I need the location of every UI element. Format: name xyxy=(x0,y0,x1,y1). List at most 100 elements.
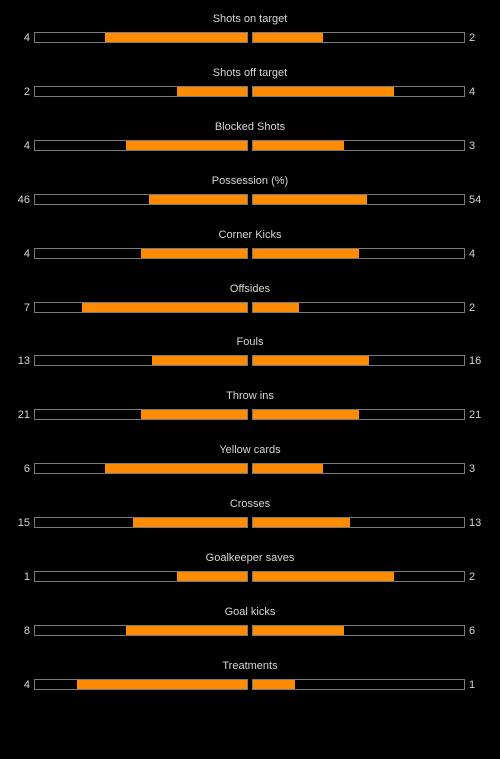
home-value: 4 xyxy=(23,32,30,44)
away-value: 2 xyxy=(469,32,476,44)
away-value: 13 xyxy=(469,517,482,529)
stat-row-crosses: Crosses 15 13 xyxy=(0,497,500,537)
away-bar xyxy=(252,517,465,528)
away-bar xyxy=(252,302,465,313)
stat-title: Goalkeeper saves xyxy=(205,552,295,564)
stat-title: Yellow cards xyxy=(219,444,281,456)
away-bar-fill xyxy=(253,249,359,258)
away-bar xyxy=(252,248,465,259)
home-bar xyxy=(34,517,248,528)
home-value: 1 xyxy=(23,571,30,583)
away-value: 2 xyxy=(469,302,476,314)
away-bar xyxy=(252,409,465,420)
away-bar-fill xyxy=(253,626,344,635)
away-value: 3 xyxy=(469,463,476,475)
away-bar-fill xyxy=(253,410,359,419)
away-bar-fill xyxy=(253,518,351,527)
away-value: 4 xyxy=(469,248,476,260)
home-bar xyxy=(34,302,248,313)
stat-title: Treatments xyxy=(222,660,278,672)
away-value: 21 xyxy=(469,409,482,421)
home-bar xyxy=(34,140,248,151)
stat-title: Throw ins xyxy=(226,390,274,402)
stat-row-shots-on-target: Shots on target 4 2 xyxy=(0,12,500,52)
home-value: 15 xyxy=(17,517,30,529)
home-bar-fill xyxy=(177,572,247,581)
home-value: 46 xyxy=(17,194,30,206)
home-value: 4 xyxy=(23,248,30,260)
stat-title: Crosses xyxy=(229,498,271,510)
away-bar xyxy=(252,140,465,151)
home-bar-fill xyxy=(104,464,247,473)
stat-row-goal-kicks: Goal kicks 8 6 xyxy=(0,605,500,645)
away-bar xyxy=(252,571,465,582)
away-bar-fill xyxy=(253,87,395,96)
away-value: 1 xyxy=(469,679,476,691)
away-bar-fill xyxy=(253,572,395,581)
stat-row-offsides: Offsides 7 2 xyxy=(0,282,500,322)
home-bar-fill xyxy=(177,87,247,96)
home-bar xyxy=(34,463,248,474)
stat-row-shots-off-target: Shots off target 2 4 xyxy=(0,66,500,106)
home-bar xyxy=(34,32,248,43)
stat-row-yellow-cards: Yellow cards 6 3 xyxy=(0,443,500,483)
home-bar xyxy=(34,355,248,366)
stat-row-throw-ins: Throw ins 21 21 xyxy=(0,389,500,429)
home-bar-fill xyxy=(141,249,247,258)
stat-title: Offsides xyxy=(229,283,271,295)
away-bar xyxy=(252,625,465,636)
stat-title: Blocked Shots xyxy=(214,121,286,133)
home-bar-fill xyxy=(149,195,247,204)
away-bar-fill xyxy=(253,141,344,150)
stat-title: Corner Kicks xyxy=(218,229,282,241)
home-bar xyxy=(34,409,248,420)
away-value: 2 xyxy=(469,571,476,583)
home-bar xyxy=(34,194,248,205)
away-bar-fill xyxy=(253,356,370,365)
away-bar-fill xyxy=(253,33,323,42)
home-value: 4 xyxy=(23,140,30,152)
home-value: 21 xyxy=(17,409,30,421)
away-bar-fill xyxy=(253,195,367,204)
home-value: 7 xyxy=(23,302,30,314)
away-value: 4 xyxy=(469,86,476,98)
home-value: 6 xyxy=(23,463,30,475)
home-value: 2 xyxy=(23,86,30,98)
home-bar xyxy=(34,625,248,636)
home-bar-fill xyxy=(132,518,247,527)
stat-row-fouls: Fouls 13 16 xyxy=(0,335,500,375)
home-bar xyxy=(34,679,248,690)
home-bar-fill xyxy=(126,626,247,635)
home-bar-fill xyxy=(151,356,247,365)
home-value: 8 xyxy=(23,625,30,637)
home-bar-fill xyxy=(141,410,247,419)
stat-row-goalkeeper-saves: Goalkeeper saves 1 2 xyxy=(0,551,500,591)
stat-title: Fouls xyxy=(236,336,264,348)
home-bar-fill xyxy=(77,680,247,689)
stat-title: Shots on target xyxy=(212,13,288,25)
home-bar xyxy=(34,248,248,259)
stat-title: Possession (%) xyxy=(211,175,289,187)
away-bar-fill xyxy=(253,680,296,689)
home-bar xyxy=(34,571,248,582)
home-bar-fill xyxy=(126,141,247,150)
stat-title: Goal kicks xyxy=(224,606,276,618)
away-value: 3 xyxy=(469,140,476,152)
home-value: 13 xyxy=(17,355,30,367)
home-value: 4 xyxy=(23,679,30,691)
away-bar-fill xyxy=(253,303,300,312)
stat-row-blocked-shots: Blocked Shots 4 3 xyxy=(0,120,500,160)
stat-row-treatments: Treatments 4 1 xyxy=(0,659,500,699)
away-value: 54 xyxy=(469,194,482,206)
home-bar-fill xyxy=(104,33,247,42)
away-value: 6 xyxy=(469,625,476,637)
stat-title: Shots off target xyxy=(212,67,288,79)
home-bar xyxy=(34,86,248,97)
away-bar xyxy=(252,679,465,690)
away-bar xyxy=(252,194,465,205)
away-bar xyxy=(252,32,465,43)
stat-row-corner-kicks: Corner Kicks 4 4 xyxy=(0,228,500,268)
home-bar-fill xyxy=(81,303,247,312)
away-value: 16 xyxy=(469,355,482,367)
